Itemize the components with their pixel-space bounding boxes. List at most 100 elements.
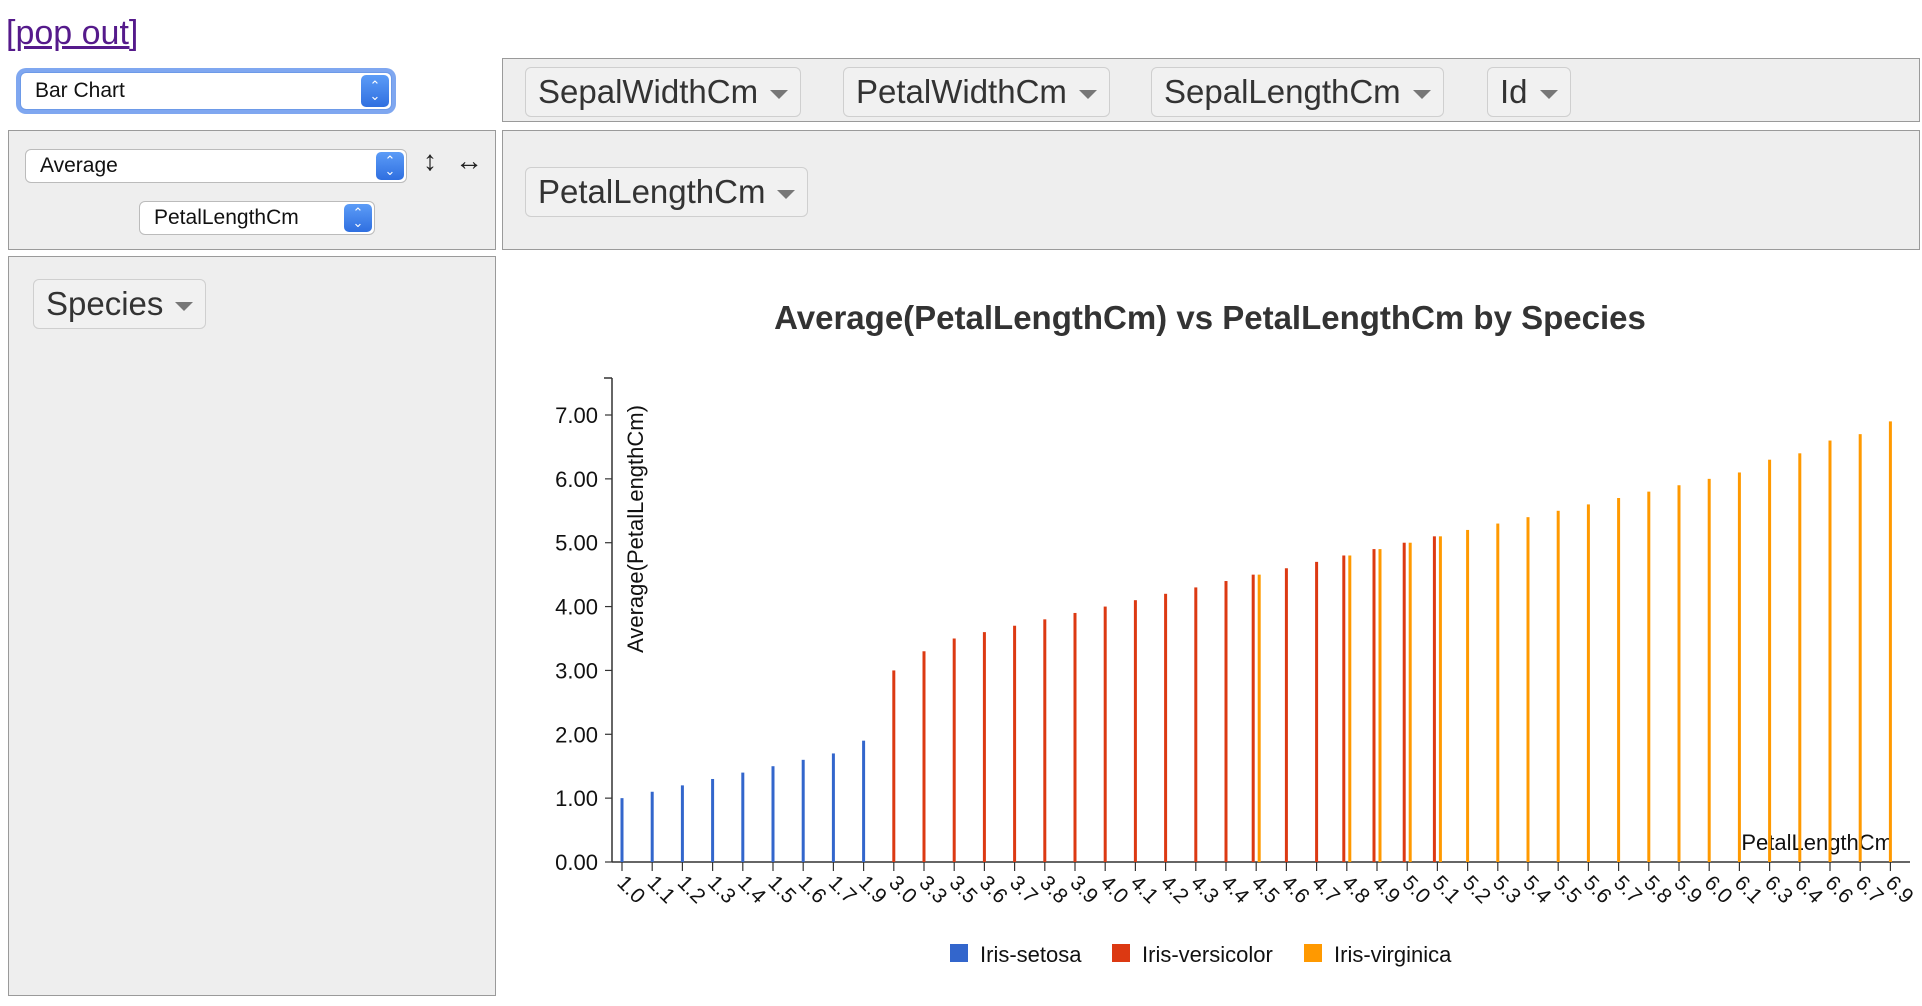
bar-iris-versicolor	[1342, 555, 1346, 862]
chevron-updown-icon: ⌃ ⌄	[344, 204, 372, 232]
renderer-select[interactable]: Bar Chart ⌃ ⌄	[20, 72, 392, 110]
bar-iris-virginica	[1348, 555, 1352, 862]
x-tick-label: 6.0	[1700, 871, 1737, 908]
bar-iris-virginica	[1526, 517, 1530, 862]
bar-iris-virginica	[1707, 478, 1711, 862]
bar-iris-virginica	[1828, 440, 1832, 862]
legend-swatch	[1112, 944, 1130, 962]
field-pill-label: SepalLengthCm	[1164, 73, 1401, 110]
aggregator-select-value: Average	[40, 154, 118, 177]
legend-label: Iris-setosa	[980, 942, 1082, 967]
column-fields-panel: PetalLengthCm	[502, 130, 1920, 250]
bar-iris-virginica	[1768, 459, 1772, 862]
x-tick-label: 3.0	[884, 871, 921, 908]
x-tick-label: 1.7	[824, 871, 861, 908]
x-tick-label: 4.8	[1337, 871, 1374, 908]
bar-iris-versicolor	[1194, 587, 1198, 862]
chart-title: Average(PetalLengthCm) vs PetalLengthCm …	[774, 299, 1646, 336]
row-field-pill-species[interactable]: Species	[33, 279, 207, 329]
bar-iris-virginica	[1556, 510, 1560, 862]
y-tick-label: 2.00	[555, 722, 598, 747]
caret-down-icon	[1539, 89, 1558, 99]
y-tick-label: 1.00	[555, 786, 598, 811]
aggregator-field-select-value: PetalLengthCm	[154, 206, 299, 229]
bar-iris-virginica	[1888, 421, 1892, 862]
legend-label: Iris-virginica	[1334, 942, 1452, 967]
caret-down-icon	[175, 301, 194, 311]
x-tick-label: 1.9	[854, 871, 891, 908]
bar-iris-virginica	[1257, 574, 1261, 862]
chevron-updown-icon: ⌃ ⌄	[361, 75, 389, 107]
bar-iris-setosa	[741, 772, 745, 862]
x-tick-label: 5.3	[1488, 871, 1525, 908]
pop-out-link[interactable]: [pop out]	[6, 14, 139, 52]
bar-iris-versicolor	[1432, 536, 1436, 862]
x-tick-label: 5.7	[1609, 871, 1646, 908]
bar-iris-versicolor	[1013, 625, 1017, 862]
x-tick-label: 5.5	[1549, 871, 1586, 908]
x-tick-label: 6.3	[1760, 871, 1797, 908]
x-tick-label: 1.3	[703, 871, 740, 908]
x-tick-label: 1.1	[643, 871, 680, 908]
caret-down-icon	[770, 89, 789, 99]
y-tick-label: 3.00	[555, 658, 598, 683]
x-tick-label: 4.3	[1186, 871, 1223, 908]
x-tick-label: 1.2	[673, 871, 710, 908]
x-tick-label: 5.4	[1518, 871, 1555, 908]
bar-iris-virginica	[1438, 536, 1442, 862]
x-tick-label: 5.8	[1639, 871, 1676, 908]
bar-iris-versicolor	[1284, 568, 1288, 862]
x-tick-label: 6.7	[1851, 871, 1888, 908]
x-tick-label: 6.1	[1730, 871, 1767, 908]
legend-swatch	[1304, 944, 1322, 962]
x-tick-label: 6.4	[1790, 871, 1827, 908]
bar-iris-virginica	[1408, 542, 1412, 862]
y-tick-label: 7.00	[555, 403, 598, 428]
field-pill-petalwidthcm[interactable]: PetalWidthCm	[843, 67, 1110, 117]
x-tick-label: 1.4	[733, 871, 770, 908]
bar-iris-versicolor	[1043, 619, 1047, 862]
bar-iris-setosa	[831, 753, 835, 862]
bar-iris-virginica	[1378, 549, 1382, 862]
bar-iris-setosa	[801, 759, 805, 862]
bar-iris-virginica	[1466, 529, 1470, 862]
bar-iris-versicolor	[1224, 581, 1228, 862]
bar-iris-versicolor	[1133, 600, 1137, 862]
x-tick-label: 4.0	[1096, 871, 1133, 908]
x-tick-label: 5.0	[1398, 871, 1435, 908]
bar-iris-virginica	[1617, 498, 1621, 862]
aggregator-field-select[interactable]: PetalLengthCm ⌃ ⌄	[139, 201, 375, 235]
field-pill-id[interactable]: Id	[1487, 67, 1571, 117]
row-sort-icon[interactable]: ↕	[423, 145, 437, 176]
bar-iris-versicolor	[1372, 549, 1376, 862]
bar-iris-versicolor	[1103, 606, 1107, 862]
bar-iris-setosa	[680, 785, 684, 862]
unused-fields-panel: SepalWidthCm PetalWidthCm SepalLengthCm …	[502, 58, 1920, 122]
x-axis-label: PetalLengthCm	[1741, 830, 1893, 855]
x-tick-label: 4.5	[1247, 871, 1284, 908]
x-tick-label: 5.1	[1428, 871, 1465, 908]
x-tick-label: 3.6	[975, 871, 1012, 908]
x-tick-label: 4.1	[1126, 871, 1163, 908]
field-pill-label: PetalLengthCm	[538, 173, 766, 210]
x-tick-label: 5.2	[1458, 871, 1495, 908]
bar-iris-virginica	[1677, 485, 1681, 862]
field-pill-sepallengthcm[interactable]: SepalLengthCm	[1151, 67, 1444, 117]
caret-down-icon	[777, 189, 796, 199]
field-pill-sepalwidthcm[interactable]: SepalWidthCm	[525, 67, 802, 117]
col-sort-icon[interactable]: ↔	[455, 145, 483, 176]
aggregator-select[interactable]: Average ⌃ ⌄	[25, 149, 407, 183]
field-pill-label: PetalWidthCm	[856, 73, 1067, 110]
row-fields-panel: Species	[8, 256, 496, 996]
col-field-pill-petallengthcm[interactable]: PetalLengthCm	[525, 167, 809, 217]
field-pill-label: SepalWidthCm	[538, 73, 759, 110]
x-tick-label: 4.9	[1367, 871, 1404, 908]
bar-iris-virginica	[1737, 472, 1741, 862]
bar-iris-versicolor	[952, 638, 956, 862]
x-tick-label: 4.2	[1156, 871, 1193, 908]
bar-iris-virginica	[1647, 491, 1651, 862]
bar-iris-virginica	[1858, 434, 1862, 862]
y-axis-label: Average(PetalLengthCm)	[623, 405, 648, 653]
x-tick-label: 4.6	[1277, 871, 1314, 908]
x-tick-label: 3.8	[1035, 871, 1072, 908]
